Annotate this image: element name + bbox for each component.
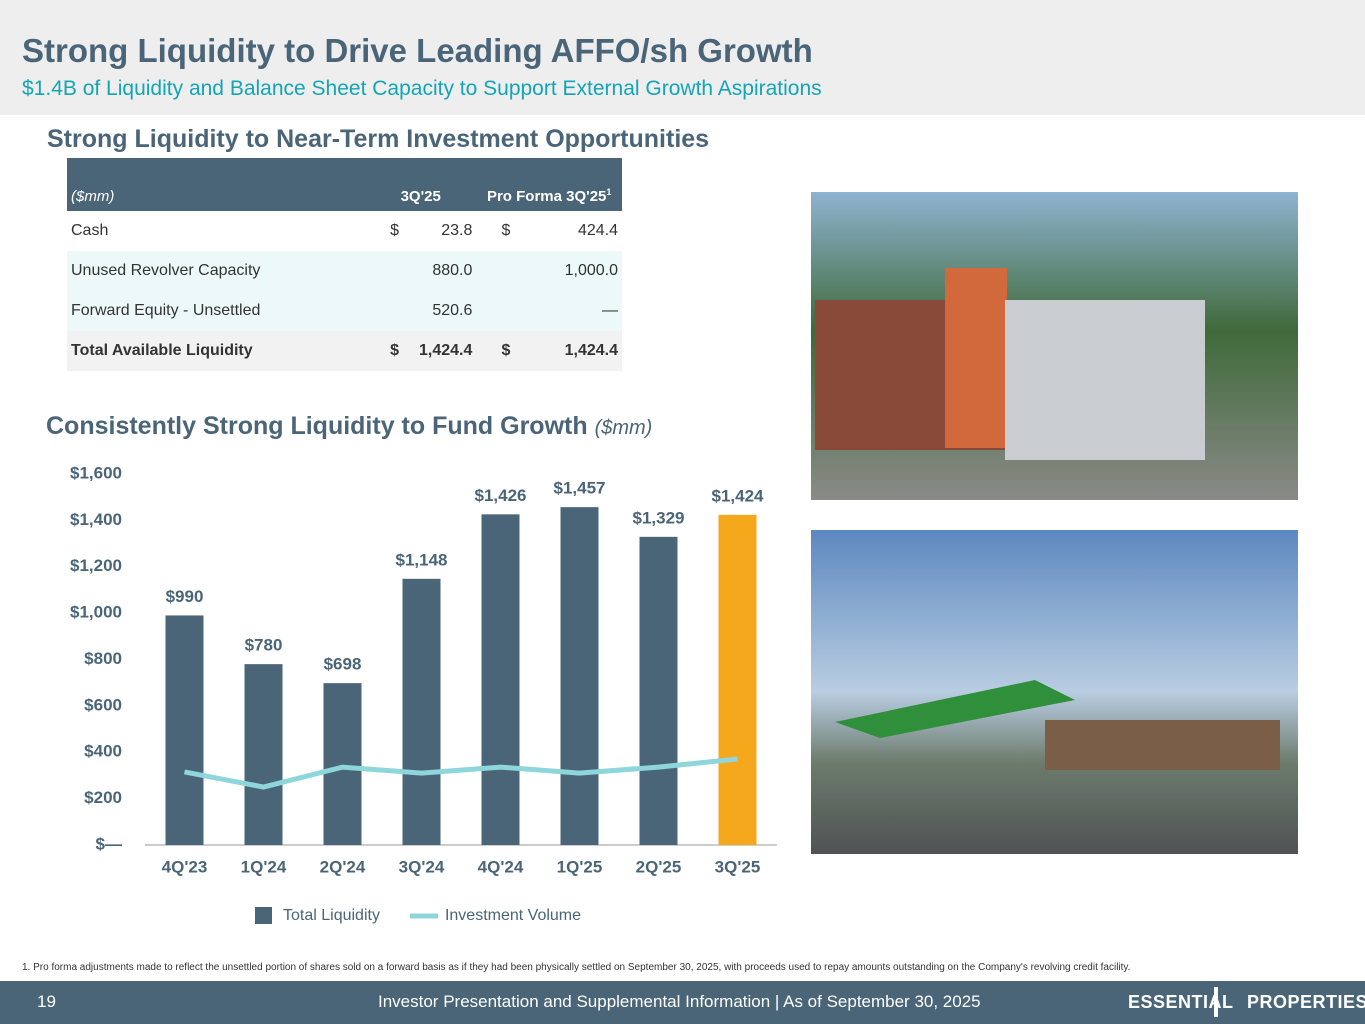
footnote: 1. Pro forma adjustments made to reflect… (22, 962, 1131, 973)
data-label: $1,457 (554, 479, 606, 498)
y-tick-label: $800 (84, 649, 122, 668)
legend-label: Total Liquidity (283, 907, 380, 924)
building-photo (811, 192, 1298, 500)
y-tick-label: $1,600 (70, 463, 122, 482)
table-cell: 880.0 (403, 251, 477, 291)
y-tick-label: $400 (84, 742, 122, 761)
line (184, 756, 738, 790)
page-number: 19 (37, 992, 56, 1011)
photo-building (815, 300, 1005, 450)
header-cell: 3Q'25 (365, 158, 477, 211)
photo-canopy (835, 680, 1075, 738)
bar (639, 536, 678, 845)
y-tick-label: $200 (84, 788, 122, 807)
subtitle: $1.4B of Liquidity and Balance Sheet Cap… (22, 77, 822, 100)
x-tick-label: 1Q'24 (241, 857, 287, 876)
heading-unit: ($mm) (594, 417, 653, 439)
y-tick-label: $1,000 (70, 603, 122, 622)
table-cell: 520.6 (403, 291, 477, 331)
footer-text: Investor Presentation and Supplemental I… (378, 992, 981, 1011)
bar (323, 683, 362, 845)
legend-label: Investment Volume (445, 907, 581, 924)
table-cell: $ (390, 222, 399, 239)
photo-wing (1005, 300, 1205, 460)
liquidity-table: ($mm) 3Q'25 Pro Forma 3Q'251 Cash $23.8 $4… (67, 158, 622, 371)
data-label: $1,329 (633, 508, 685, 527)
header-cell: Pro Forma 3Q'251 (476, 158, 622, 211)
photo-store (1045, 720, 1280, 770)
x-tick-label: 4Q'24 (478, 857, 524, 876)
table-cell: Cash (71, 222, 109, 239)
logo-right: PROPERTIES (1247, 992, 1365, 1012)
table-cell: $ (476, 331, 515, 371)
table-cell: — (514, 291, 622, 331)
header-cell: ($mm) (67, 158, 365, 211)
data-label: $1,424 (712, 486, 765, 505)
section-heading: Consistently Strong Liquidity to Fund Gr… (46, 412, 652, 441)
table-cell: 23.8 (441, 222, 473, 239)
table-cell: $ (501, 222, 511, 239)
data-label: $1,148 (396, 550, 448, 569)
table-row: Cash $23.8 $424.4 (67, 211, 622, 251)
table-cell: Unused Revolver Capacity (67, 251, 365, 291)
header-band (0, 0, 1365, 115)
x-tick-label: 2Q'25 (636, 857, 682, 876)
table-row: Forward Equity - Unsettled 520.6 — (67, 291, 622, 331)
y-tick-label: $600 (84, 695, 122, 714)
bar (481, 514, 520, 845)
x-tick-label: 4Q'23 (162, 857, 208, 876)
table-cell (365, 291, 403, 331)
chart: $— $200 $400 $600 $800 $1,000 $1,200 $1,400 $1,6… (70, 463, 777, 924)
bar (165, 615, 204, 845)
y-tick-label: $1,400 (70, 510, 122, 529)
heading-text: Consistently Strong Liquidity to Fund Gr… (46, 412, 588, 440)
logo-left: ESSENTIAL (1128, 992, 1234, 1012)
y-tick-label: $— (96, 834, 122, 853)
bar (718, 514, 757, 845)
table-cell (365, 251, 403, 291)
section-heading: Strong Liquidity to Near-Term Investment… (47, 125, 710, 153)
station-photo (811, 530, 1298, 854)
x-tick-label: 3Q'25 (715, 857, 761, 876)
table-cell (476, 291, 515, 331)
data-label: $698 (324, 655, 362, 674)
logo-mark (1214, 987, 1240, 1017)
legend-swatch (255, 907, 272, 924)
table-row: Unused Revolver Capacity 880.0 1,000.0 (67, 251, 622, 291)
header-text: Pro Forma 3Q'25 (486, 188, 607, 205)
table-cell: Forward Equity - Unsettled (67, 291, 365, 331)
x-tick-label: 3Q'24 (399, 857, 445, 876)
table-cell: $ (365, 331, 403, 371)
bar (402, 578, 441, 845)
y-tick-label: $1,200 (70, 556, 122, 575)
footer: 19 Investor Presentation and Supplementa… (0, 981, 1365, 1024)
table-cell: 1,000.0 (514, 251, 622, 291)
data-label: $1,426 (475, 486, 527, 505)
table-cell: 1,424.4 (403, 331, 477, 371)
bar (244, 664, 283, 845)
title: Strong Liquidity to Drive Leading AFFO/s… (22, 32, 813, 69)
data-label: $990 (166, 587, 204, 606)
x-tick-label: 2Q'24 (320, 857, 366, 876)
table-cell (476, 251, 515, 291)
photo-tower (945, 268, 1007, 448)
table-cell: 1,424.4 (514, 331, 622, 371)
data-label: $780 (245, 636, 283, 655)
table-cell: Total Available Liquidity (67, 331, 365, 371)
table-cell: 424.4 (577, 222, 618, 239)
bar (560, 507, 599, 845)
table-row: Total Available Liquidity $1,424.4 $1,424.… (67, 331, 622, 371)
footnote-mark: 1 (606, 187, 612, 197)
x-tick-label: 1Q'25 (557, 857, 603, 876)
